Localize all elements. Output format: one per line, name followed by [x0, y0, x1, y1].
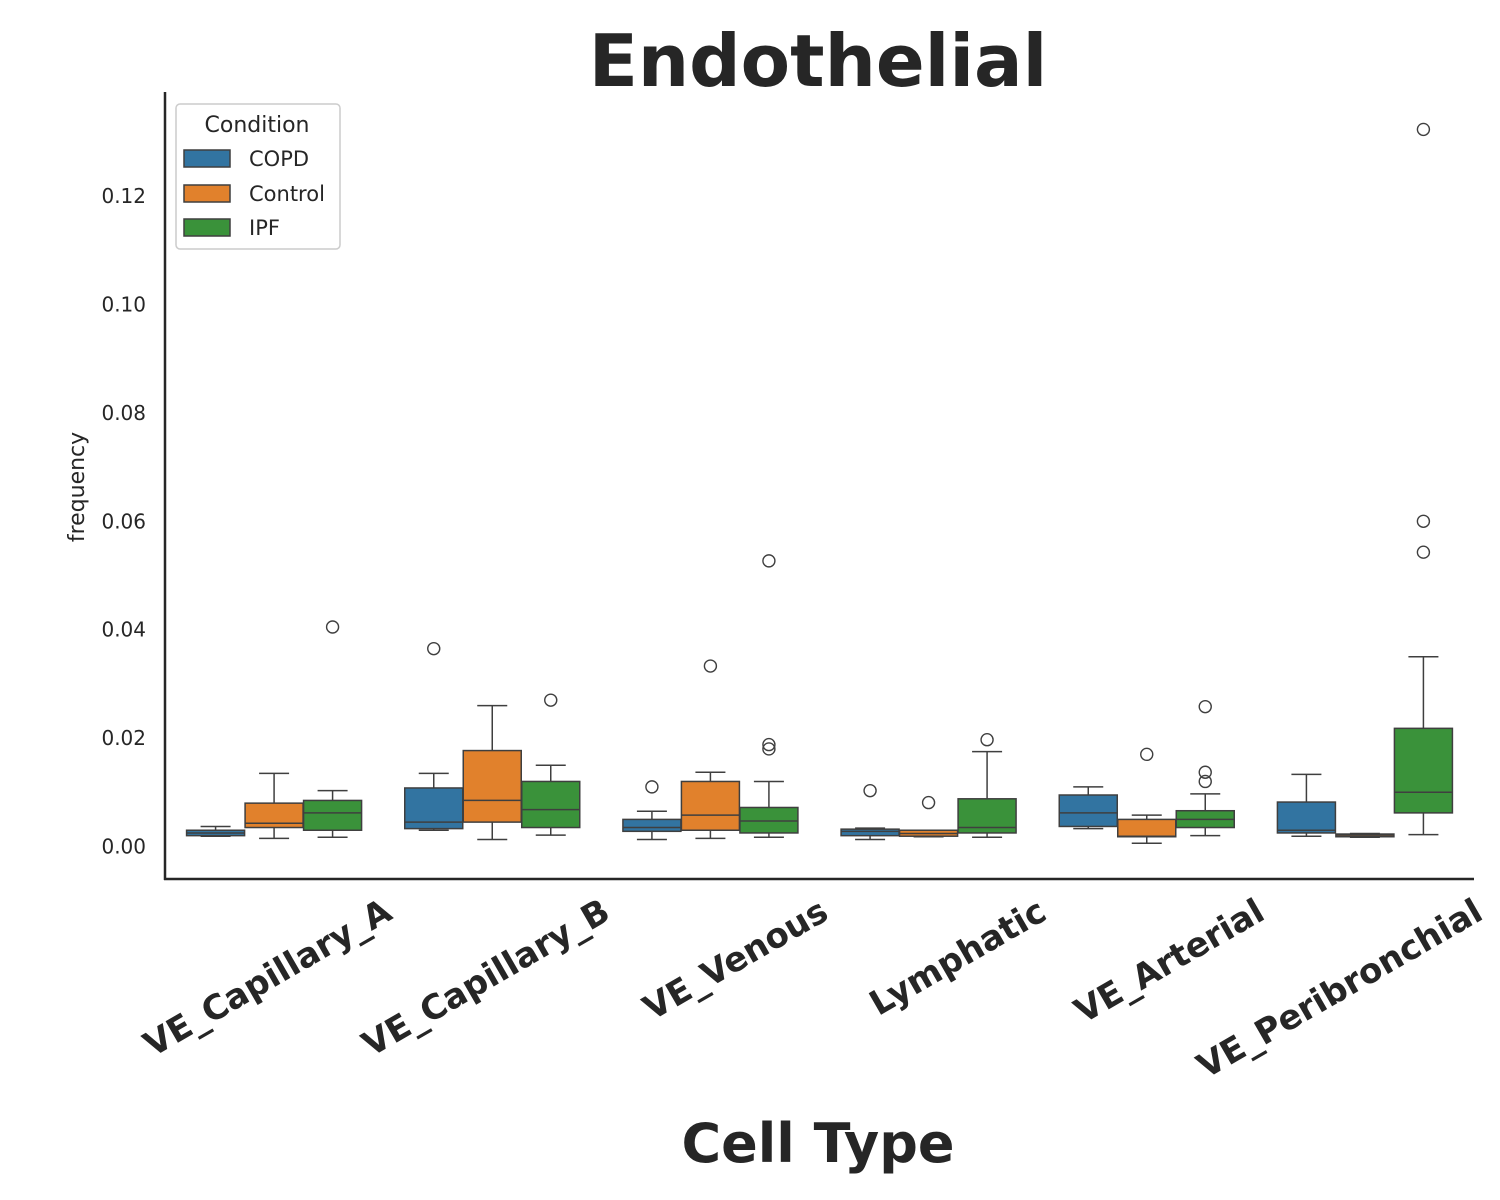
x-tick-label: VE_Venous: [636, 891, 834, 1029]
box-ipf-ve_capillary_b: [521, 693, 581, 836]
x-tick-labels: VE_Capillary_AVE_Capillary_B VE_Venous Lym…: [137, 891, 1489, 1087]
legend-label-copd: COPD: [249, 147, 309, 171]
iqr-box: [302, 799, 363, 831]
iqr-box: [680, 780, 741, 831]
box-control-ve_capillary_b: [462, 704, 522, 841]
y-tick-label: 0.12: [101, 184, 146, 208]
box-copd-ve_arterial: [1058, 786, 1118, 830]
box-plot-marks: [185, 122, 1454, 844]
iqr-box: [462, 749, 522, 823]
box-ipf-ve_peribronchial: [1393, 122, 1454, 836]
box-control-ve_capillary_a: [244, 772, 304, 840]
chart-title: Endothelial: [589, 19, 1048, 103]
legend: Condition COPD Control IPF: [175, 103, 341, 250]
y-tick-labels: 0.00 0.02 0.04 0.06 0.08 0.10 0.12: [101, 184, 146, 858]
iqr-box: [1117, 818, 1177, 838]
outlier-point: [1198, 774, 1212, 789]
outlier-point: [762, 554, 776, 568]
outlier-point: [1198, 765, 1212, 779]
x-tick-label: VE_Arterial: [1068, 891, 1272, 1032]
box-copd-lymphatic: [840, 783, 900, 841]
box-ipf-lymphatic: [957, 733, 1017, 839]
legend-label-ipf: IPF: [249, 216, 280, 240]
y-tick-label: 0.04: [101, 618, 146, 642]
y-tick-label: 0.00: [101, 835, 146, 859]
box-control-ve_venous: [680, 659, 741, 840]
iqr-box: [739, 806, 799, 834]
iqr-box: [1058, 794, 1118, 828]
box-ipf-ve_capillary_a: [302, 620, 363, 839]
outlier-point: [1416, 514, 1431, 528]
y-tick-label: 0.10: [101, 293, 146, 317]
legend-title: Condition: [205, 113, 310, 138]
outlier-point: [325, 620, 340, 634]
outlier-point: [980, 733, 994, 747]
iqr-box: [840, 828, 900, 837]
outlier-point: [762, 737, 776, 752]
legend-label-control: Control: [249, 182, 325, 206]
box-ipf-ve_arterial: [1175, 699, 1235, 837]
outlier-point: [921, 795, 936, 810]
y-axis-label: frequency: [65, 432, 90, 542]
outlier-point: [645, 780, 659, 794]
outlier-point: [544, 693, 558, 707]
legend-swatch-copd: [183, 149, 231, 168]
outlier-point: [703, 659, 718, 673]
iqr-box: [521, 780, 581, 829]
outlier-point: [427, 641, 441, 656]
legend-swatch-ipf: [183, 218, 231, 237]
box-control-ve_arterial: [1117, 747, 1177, 844]
box-control-lymphatic: [898, 795, 959, 838]
box-copd-ve_peribronchial: [1276, 773, 1337, 837]
y-tick-label: 0.02: [101, 726, 146, 750]
plot-axes: [163, 92, 1474, 881]
legend-frame: [175, 103, 341, 250]
outlier-point: [1416, 122, 1431, 137]
x-tick-label: Lymphatic: [863, 891, 1053, 1024]
outlier-point: [1198, 699, 1212, 714]
x-axis-label: Cell Type: [682, 1112, 955, 1175]
y-tick-label: 0.08: [101, 401, 146, 425]
outlier-point: [762, 742, 776, 756]
box-control-ve_peribronchial: [1335, 832, 1395, 839]
outlier-point: [863, 783, 877, 798]
iqr-box: [1393, 727, 1454, 814]
iqr-box: [622, 818, 682, 833]
outlier-point: [1416, 545, 1431, 559]
box-copd-ve_venous: [622, 780, 682, 841]
iqr-box: [1276, 801, 1337, 834]
y-tick-label: 0.06: [101, 509, 146, 533]
legend-swatch-control: [183, 184, 231, 203]
box-copd-ve_capillary_b: [404, 641, 464, 831]
outlier-point: [1140, 747, 1154, 762]
box-ipf-ve_venous: [739, 554, 799, 839]
x-tick-label: VE_Capillary_B: [356, 891, 617, 1065]
box-copd-ve_capillary_a: [185, 825, 246, 837]
